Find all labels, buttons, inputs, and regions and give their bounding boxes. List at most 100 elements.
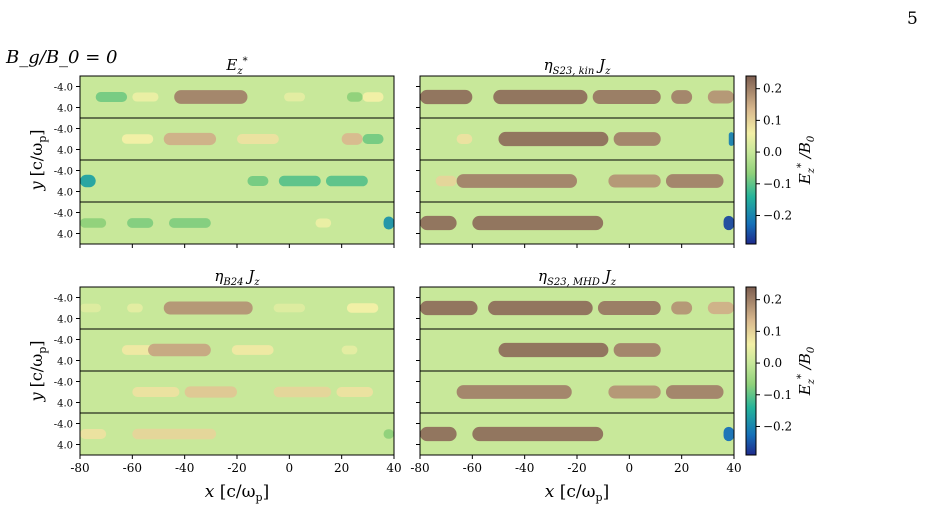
current-sheet-feature xyxy=(346,303,379,313)
current-sheet-feature xyxy=(420,300,478,316)
current-sheet-feature xyxy=(121,345,154,355)
current-sheet-feature xyxy=(315,218,332,228)
heatmap-panel-2: ηS23, kin Jz xyxy=(416,56,735,248)
current-sheet-feature xyxy=(284,92,306,102)
colorbar-1: 0.2 0.1 0.0 −0.1 −0.2 Ez* /B0 xyxy=(745,75,817,245)
current-sheet-feature xyxy=(148,343,211,357)
current-sheet-feature xyxy=(273,386,332,398)
current-sheet-feature xyxy=(498,342,609,358)
panel-title: ηB24 Jz xyxy=(214,267,260,288)
current-sheet-feature xyxy=(132,92,159,102)
y-tick-label: 4.0 xyxy=(57,188,73,199)
current-sheet-feature xyxy=(80,218,107,228)
current-sheet-feature xyxy=(163,301,253,315)
colorbar-label: Ez* /B0 xyxy=(796,346,817,396)
y-tick-label: 4.0 xyxy=(57,146,73,157)
colorbar-tick-label: −0.1 xyxy=(763,388,792,402)
page-number: 5 xyxy=(907,9,918,29)
current-sheet-feature xyxy=(420,426,457,442)
current-sheet-feature xyxy=(362,133,384,145)
colorbar-tick-label: 0.1 xyxy=(763,324,782,338)
x-tick-label: -60 xyxy=(463,461,482,475)
current-sheet-feature xyxy=(420,215,457,231)
case-label: B_g/B_0 = 0 xyxy=(5,47,117,68)
x-axis-label: x [c/ωp] xyxy=(205,482,269,504)
current-sheet-feature xyxy=(80,303,101,313)
current-sheet-feature xyxy=(132,386,180,398)
current-sheet-feature xyxy=(420,89,473,105)
current-sheet-feature xyxy=(132,428,217,440)
current-sheet-feature xyxy=(231,345,274,355)
x-tick-label: -80 xyxy=(410,461,429,475)
x-tick-label: 0 xyxy=(286,461,294,475)
current-sheet-feature xyxy=(472,215,604,231)
y-tick-label: 4.0 xyxy=(57,441,73,452)
panel-title: Ez* xyxy=(225,56,247,77)
current-sheet-feature xyxy=(728,132,734,146)
y-tick-label: 4.0 xyxy=(57,357,73,368)
current-sheet-feature xyxy=(80,174,96,188)
colorbar-2: 0.2 0.1 0.0 −0.1 −0.2 Ez* /B0 xyxy=(745,286,817,456)
current-sheet-feature xyxy=(707,90,734,104)
current-sheet-feature xyxy=(168,218,211,228)
y-tick-label: -4.0 xyxy=(54,420,73,431)
colorbar-tick-label: 0.2 xyxy=(763,82,782,96)
current-sheet-feature xyxy=(472,426,604,442)
x-tick-label: -40 xyxy=(175,461,194,475)
current-sheet-feature xyxy=(671,90,693,104)
current-sheet-feature xyxy=(273,303,306,313)
x-tick-label: 40 xyxy=(726,461,741,475)
heatmap-panel-3: -80 -60 -40 -20 0 20 40 -4.0 4.0 -4.0 4.0 -4.0 4.0 -4… xyxy=(27,267,402,504)
current-sheet-feature xyxy=(362,92,384,102)
current-sheet-feature xyxy=(456,133,473,145)
x-axis-label: x [c/ωp] xyxy=(545,482,609,504)
colorbar-tick-label: 0.2 xyxy=(763,293,782,307)
current-sheet-feature xyxy=(435,175,457,187)
current-sheet-feature xyxy=(163,132,217,146)
current-sheet-feature xyxy=(127,218,154,228)
y-tick-label: -4.0 xyxy=(54,294,73,305)
colorbar-gradient xyxy=(745,75,757,245)
current-sheet-feature xyxy=(608,174,661,188)
colorbar-tick-label: −0.1 xyxy=(763,177,792,191)
current-sheet-feature xyxy=(341,133,363,145)
x-tick-label: 20 xyxy=(334,461,349,475)
y-tick-label: -4.0 xyxy=(54,167,73,178)
y-tick-label: -4.0 xyxy=(54,83,73,94)
x-tick-label: 40 xyxy=(386,461,401,475)
heatmap-panel-1: -4.0 4.0 -4.0 4.0 -4.0 4.0 -4.0 4.0 Ez* y [c/ωp] xyxy=(27,56,395,248)
x-tick-label: 20 xyxy=(674,461,689,475)
x-tick-label: -40 xyxy=(515,461,534,475)
current-sheet-feature xyxy=(671,301,693,315)
colorbar-tick-label: 0.0 xyxy=(763,145,782,159)
y-tick-label: -4.0 xyxy=(54,378,73,389)
colorbar-gradient xyxy=(745,286,757,456)
x-tick-label: -80 xyxy=(70,461,89,475)
current-sheet-feature xyxy=(346,92,363,102)
y-tick-label: -4.0 xyxy=(54,336,73,347)
current-sheet-feature xyxy=(597,301,661,315)
current-sheet-feature xyxy=(247,175,269,187)
heatmap-panel-4: -80 -60 -40 -20 0 20 40 ηS23, MHD Jz x [c/ωp] xyxy=(410,267,741,504)
x-tick-label: 0 xyxy=(626,461,634,475)
y-axis-label: y [c/ωp] xyxy=(27,340,49,402)
current-sheet-feature xyxy=(613,343,661,357)
current-sheet-feature xyxy=(723,215,734,231)
current-sheet-feature xyxy=(341,345,358,355)
panel-title: ηS23, kin Jz xyxy=(544,56,611,77)
current-sheet-feature xyxy=(498,131,609,147)
current-sheet-feature xyxy=(613,132,661,146)
colorbar-tick-label: 0.0 xyxy=(763,356,782,370)
colorbar-label: Ez* /B0 xyxy=(796,135,817,185)
current-sheet-feature xyxy=(325,175,368,187)
colorbar-tick-label: −0.2 xyxy=(763,419,792,433)
y-tick-label: 4.0 xyxy=(57,315,73,326)
current-sheet-feature xyxy=(456,385,572,399)
current-sheet-feature xyxy=(592,90,661,104)
current-sheet-feature xyxy=(383,429,394,439)
y-tick-label: 4.0 xyxy=(57,230,73,241)
panel-title: ηS23, MHD Jz xyxy=(538,267,617,288)
colorbar-tick-label: 0.1 xyxy=(763,113,782,127)
current-sheet-feature xyxy=(707,301,734,315)
